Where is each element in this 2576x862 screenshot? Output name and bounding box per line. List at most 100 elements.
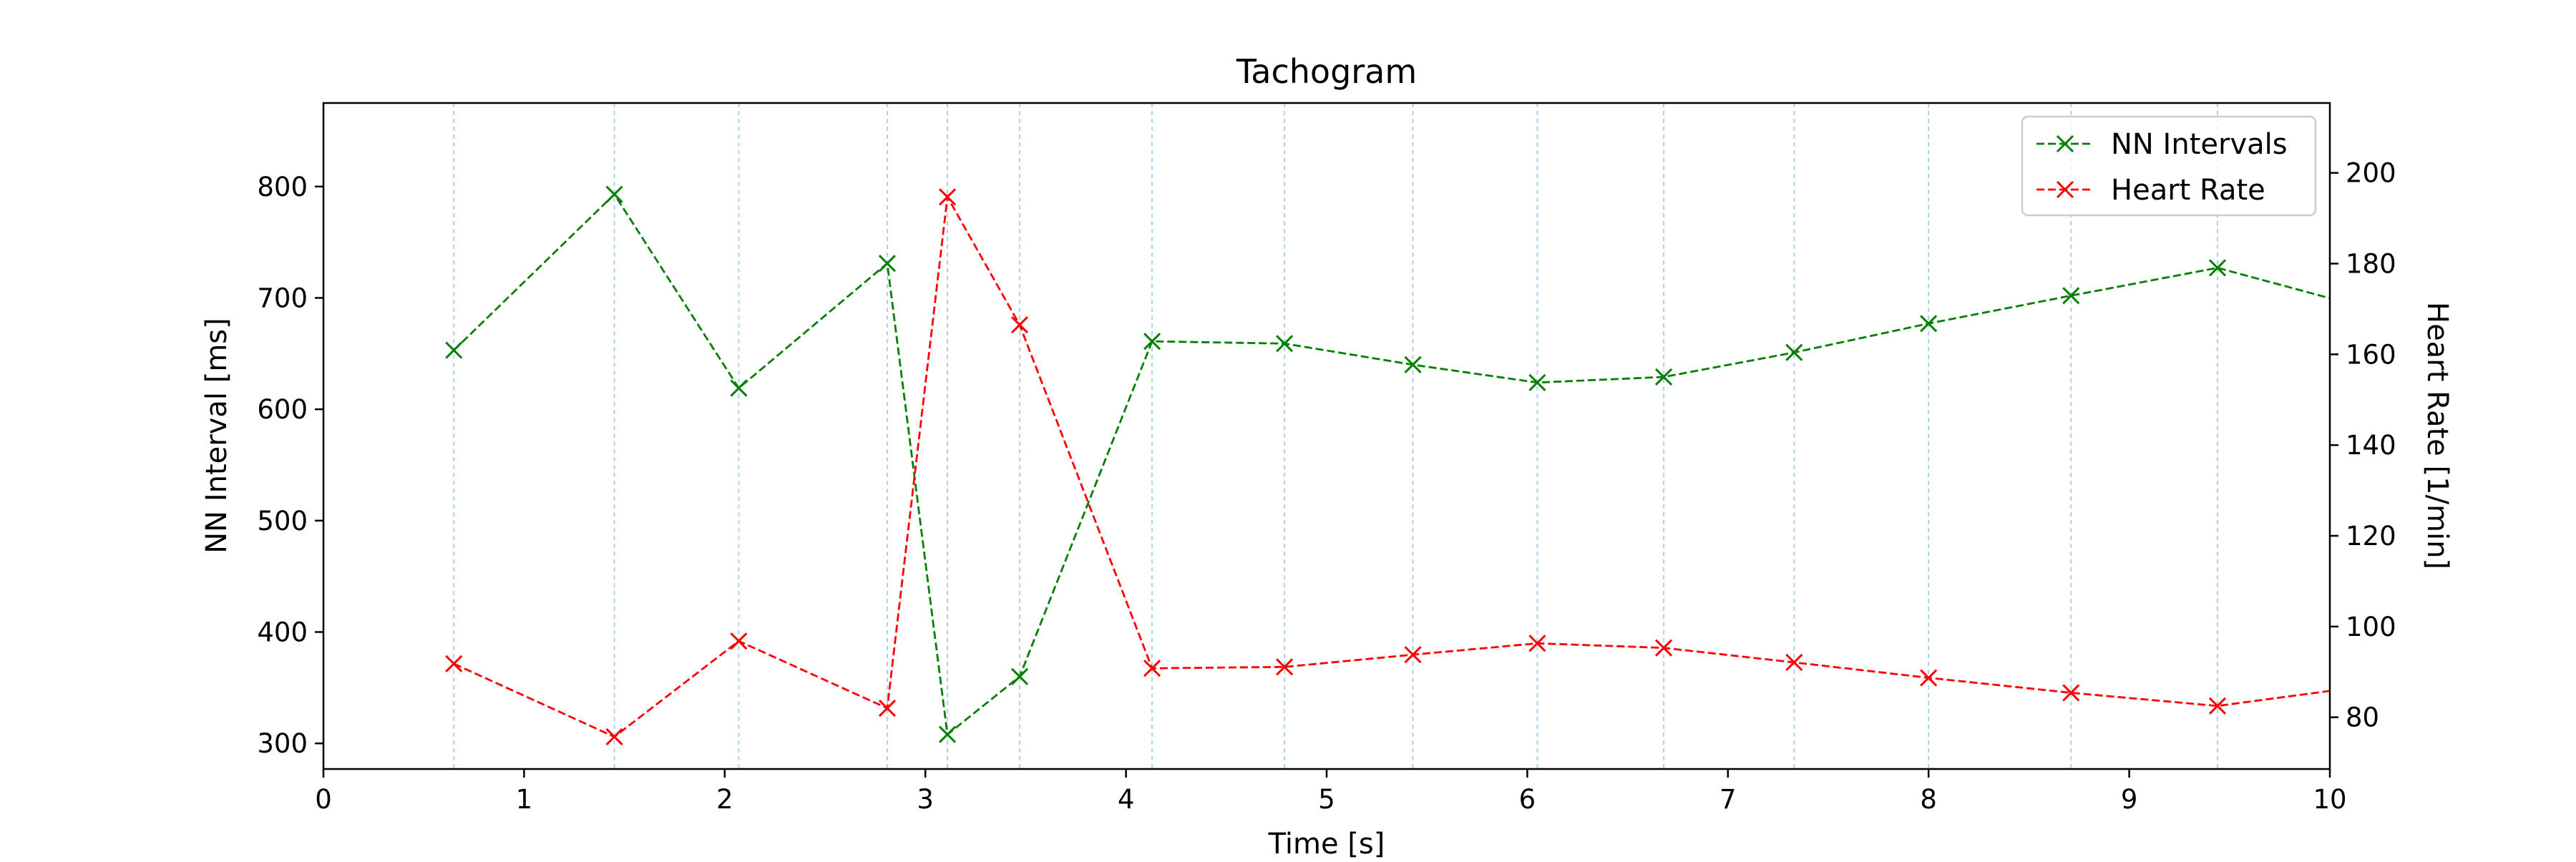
legend-box [2021,115,2317,217]
y-right-tick-label: 180 [2346,249,2396,280]
nn-intervals-point-1 [605,185,623,203]
heart-rate-point-2 [730,632,748,650]
heart-rate-point-12 [1920,669,1938,687]
legend-marker-nn-intervals [2056,134,2074,153]
heart-rate-point-14-stroke-b [2208,697,2227,715]
heart-rate-point-10 [1655,639,1673,657]
heart-rate-point-4 [938,188,957,206]
heart-rate-point-9 [1528,635,1546,652]
heart-rate-point-3-stroke-b [878,699,896,717]
nn-intervals-point-11 [1785,343,1803,361]
nn-intervals-point-12-stroke-b [1920,315,1938,333]
nn-intervals-point-0 [445,341,463,359]
nn-intervals-point-6-stroke-b [1143,333,1161,351]
y-right-tick-label: 80 [2346,702,2379,733]
x-axis-ticks: 0 1 2 3 4 5 6 7 8 9 10 [315,769,2347,815]
heart-rate-point-11 [1785,653,1803,672]
x-tick-label: 10 [2313,784,2346,815]
nn-intervals-point-6 [1143,333,1161,351]
heart-rate-point-11-stroke-b [1785,653,1803,672]
heart-rate-point-6-stroke-b [1143,660,1161,677]
heart-rate-point-9-stroke-b [1528,635,1546,652]
heart-rate-point-7-stroke-b [1276,658,1294,676]
nn-intervals-point-1-stroke-b [605,185,623,203]
nn-intervals-point-2-stroke-b [730,379,748,397]
x-tick-label: 6 [1519,784,1536,815]
y-axis-left-ticks: 300 400 500 600 700 800 [257,172,323,759]
chart-title: Tachogram [1236,52,1417,91]
heart-rate-point-3 [878,699,896,717]
y-axis-left-label: NN Interval [ms] [200,318,233,553]
nn-intervals-point-5-stroke-b [1010,667,1029,685]
legend-label-nn-intervals: NN Intervals [2111,128,2288,161]
nn-intervals-point-14 [2208,259,2227,277]
nn-intervals-point-4 [938,725,957,743]
nn-intervals-point-7-stroke-b [1276,335,1294,353]
series-layer [445,185,2330,746]
y-right-tick-label: 120 [2346,521,2396,552]
legend: NN Intervals Heart Rate [2021,115,2317,217]
heart-rate-point-8 [1404,646,1422,664]
nn-intervals-point-0-stroke-b [445,341,463,359]
y-right-tick-label: 200 [2346,158,2396,189]
x-axis-label: Time [s] [1268,828,1385,858]
x-tick-label: 0 [315,784,332,815]
heart-rate-point-6 [1143,660,1161,677]
nn-intervals-point-3 [878,255,896,273]
nn-intervals-point-12 [1920,315,1938,333]
heart-rate-point-5 [1010,316,1029,334]
legend-marker-nn-intervals-stroke-b [2056,134,2074,153]
y-left-tick-label: 700 [257,283,308,313]
x-tick-label: 4 [1118,784,1135,815]
heart-rate-point-14 [2208,697,2227,715]
x-tick-label: 2 [716,784,733,815]
heart-rate-point-13-stroke-b [2062,684,2080,702]
heart-rate-point-0 [445,655,463,672]
heart-rate-line [453,193,2330,738]
legend-marker-heart-rate-stroke-b [2056,180,2074,199]
nn-intervals-point-7 [1276,335,1294,353]
x-tick-label: 5 [1318,784,1335,815]
y-right-tick-label: 140 [2346,430,2396,461]
x-tick-label: 9 [2121,784,2138,815]
y-right-tick-label: 100 [2346,612,2396,642]
heart-rate-point-7 [1276,658,1294,676]
x-tick-label: 7 [1719,784,1737,815]
nn-intervals-point-10-stroke-b [1655,368,1673,386]
nn-intervals-point-2 [730,379,748,397]
gridlines [453,103,2218,769]
nn-intervals-point-4-stroke-b [938,725,957,743]
nn-intervals-line [453,192,2330,737]
nn-intervals-point-9-stroke-b [1528,373,1546,391]
nn-intervals-point-11-stroke-b [1785,343,1803,361]
y-left-tick-label: 800 [257,172,308,202]
x-tick-label: 8 [1920,784,1937,815]
nn-intervals-point-3-stroke-b [878,255,896,273]
heart-rate-point-0-stroke-b [445,655,463,672]
y-axis-right-label: Heart Rate [1/min] [2421,302,2454,569]
y-axis-right-ticks: 80 100 120 140 160 180 200 [2330,158,2396,733]
x-tick-label: 3 [917,784,934,815]
heart-rate-point-10-stroke-b [1655,639,1673,657]
y-left-tick-label: 400 [257,617,308,648]
legend-label-heart-rate: Heart Rate [2111,174,2265,207]
y-left-tick-label: 500 [257,506,308,537]
heart-rate-point-12-stroke-b [1920,669,1938,687]
heart-rate-point-4-stroke-b [938,188,957,206]
x-tick-label: 1 [516,784,533,815]
heart-rate-point-2-stroke-b [730,632,748,650]
y-left-tick-label: 600 [257,394,308,425]
heart-rate-point-5-stroke-b [1010,316,1029,334]
nn-intervals-point-14-stroke-b [2208,259,2227,277]
nn-intervals-point-9 [1528,373,1546,391]
heart-rate-point-13 [2062,684,2080,702]
heart-rate-point-1 [605,728,623,746]
heart-rate-point-1-stroke-b [605,728,623,746]
nn-intervals-point-5 [1010,667,1029,685]
nn-intervals-point-10 [1655,368,1673,386]
heart-rate-point-8-stroke-b [1404,646,1422,664]
y-right-tick-label: 160 [2346,339,2396,370]
legend-marker-heart-rate [2056,180,2074,199]
